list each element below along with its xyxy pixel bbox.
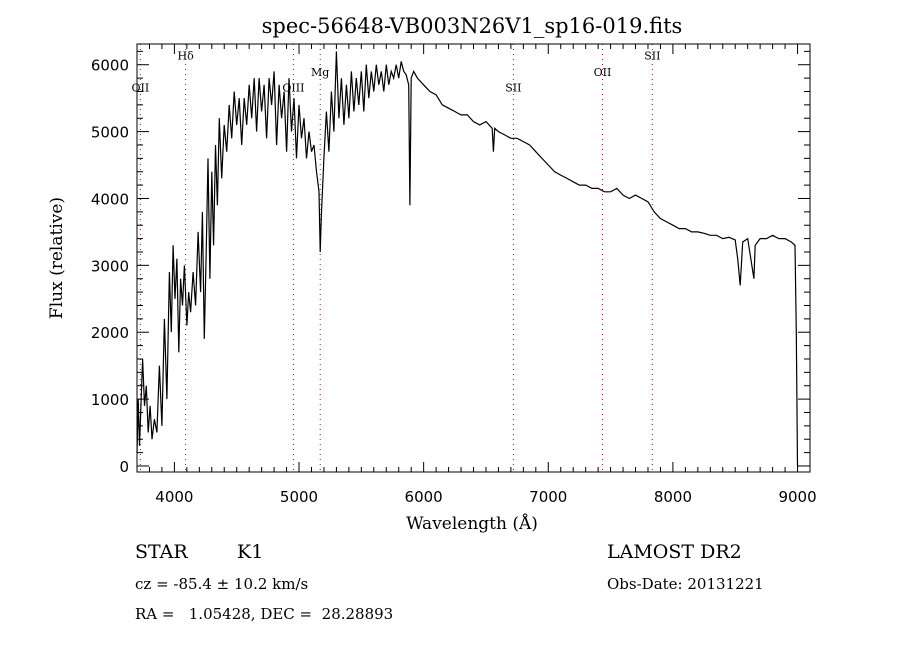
axis-ticks: 4000 5000 6000 7000 8000 9000 0 1000 2000 3000 400… bbox=[91, 44, 817, 506]
line-marker-label: Mg bbox=[311, 66, 329, 79]
obs-date: Obs-Date: 20131221 bbox=[607, 575, 764, 593]
object-type: STAR bbox=[135, 541, 188, 563]
y-tick-label: 1000 bbox=[91, 391, 129, 409]
line-marker-label: Hδ bbox=[177, 49, 194, 62]
line-markers: OII Hδ OIII Mg SII OII SII bbox=[132, 44, 660, 472]
chart-title: spec-56648-VB003N26V1_sp16-019.fits bbox=[262, 14, 683, 38]
y-tick-label: 4000 bbox=[91, 190, 129, 208]
x-tick-label: 6000 bbox=[405, 488, 443, 506]
x-tick-label: 8000 bbox=[654, 488, 692, 506]
line-marker-label: OII bbox=[594, 66, 612, 79]
y-tick-label: 6000 bbox=[91, 57, 129, 75]
subclass: K1 bbox=[237, 541, 264, 563]
coordinates: RA = 1.05428, DEC = 28.28893 bbox=[135, 605, 394, 623]
x-tick-label: 7000 bbox=[529, 488, 567, 506]
survey-name: LAMOST DR2 bbox=[607, 541, 742, 563]
y-axis-label: Flux (relative) bbox=[47, 197, 67, 319]
y-tick-label: 2000 bbox=[91, 324, 129, 342]
line-marker-label: SII bbox=[644, 49, 660, 62]
line-marker-label: OIII bbox=[282, 81, 304, 94]
y-tick-label: 3000 bbox=[91, 257, 129, 275]
x-tick-label: 9000 bbox=[778, 488, 816, 506]
line-marker-label: OII bbox=[132, 81, 150, 94]
x-tick-label: 4000 bbox=[155, 488, 193, 506]
x-axis-label: Wavelength (Å) bbox=[406, 513, 538, 534]
x-tick-label: 5000 bbox=[280, 488, 318, 506]
line-marker-label: SII bbox=[505, 81, 521, 94]
y-tick-label: 5000 bbox=[91, 124, 129, 142]
redshift-cz: cz = -85.4 ± 10.2 km/s bbox=[135, 575, 309, 593]
plot-frame bbox=[136, 43, 811, 473]
y-tick-label: 0 bbox=[119, 458, 129, 476]
spectrum-line bbox=[136, 51, 799, 467]
